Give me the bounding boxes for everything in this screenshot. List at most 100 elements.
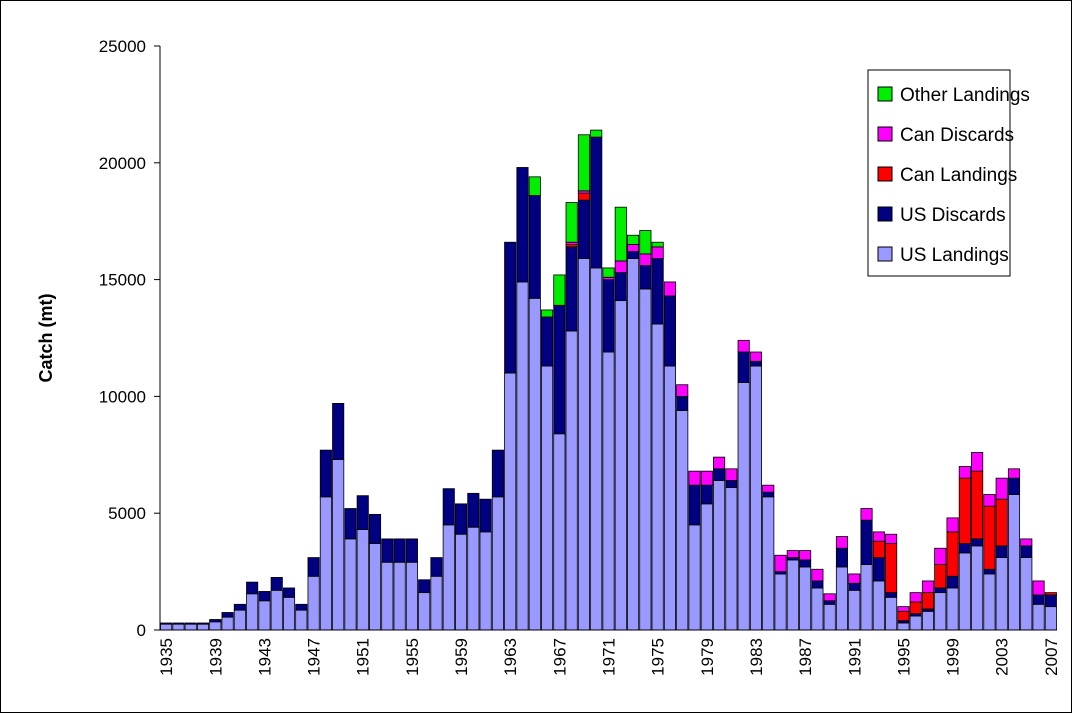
bar-segment xyxy=(958,552,971,631)
bar-segment xyxy=(221,612,234,618)
bar-segment xyxy=(270,577,283,591)
bar-segment xyxy=(221,616,234,631)
bar-segment xyxy=(418,592,431,631)
bar-segment xyxy=(455,503,468,535)
bar-segment xyxy=(676,384,689,397)
bar-segment xyxy=(737,351,750,383)
bar-segment xyxy=(995,477,1008,500)
bar-segment xyxy=(160,622,173,625)
bar-segment xyxy=(541,309,554,318)
bar-segment xyxy=(872,580,885,631)
bar-segment xyxy=(368,513,382,544)
legend-swatch xyxy=(877,246,893,262)
bar-segment xyxy=(639,230,652,255)
bar-segment xyxy=(246,593,259,631)
x-tick-label: 1963 xyxy=(501,638,520,676)
x-tick-label: 1991 xyxy=(845,638,864,676)
bar-segment xyxy=(565,202,578,243)
bar-segment xyxy=(811,587,824,631)
bar-segment xyxy=(405,561,418,631)
bar-segment xyxy=(393,561,406,631)
bar-segment xyxy=(491,449,504,498)
bar-segment xyxy=(590,267,603,631)
bar-segment xyxy=(455,533,468,631)
bar-segment xyxy=(528,297,541,631)
bar-segment xyxy=(319,496,332,631)
bar-segment xyxy=(516,167,529,283)
bar-segment xyxy=(983,505,996,570)
bar-segment xyxy=(700,503,713,631)
bar-segment xyxy=(786,550,799,558)
bar-segment xyxy=(860,519,873,565)
bar-segment xyxy=(1044,594,1057,608)
bar-segment xyxy=(258,591,271,602)
bar-segment xyxy=(602,267,615,278)
y-tick-label: 10000 xyxy=(99,387,146,406)
bar-segment xyxy=(995,545,1008,558)
bar-segment xyxy=(872,557,885,582)
bar-segment xyxy=(688,524,701,631)
bar-segment xyxy=(983,568,996,575)
bar-segment xyxy=(971,545,984,631)
legend-label: US Discards xyxy=(900,205,1006,226)
bar-segment xyxy=(344,538,357,631)
bar-segment xyxy=(995,498,1008,547)
bar-segment xyxy=(270,589,283,631)
bar-segment xyxy=(872,540,885,558)
bar-segment xyxy=(774,554,787,572)
bar-segment xyxy=(504,372,517,631)
bar-segment xyxy=(467,526,480,631)
bar-segment xyxy=(577,134,590,192)
bar-segment xyxy=(725,487,738,631)
bar-segment xyxy=(1020,557,1033,631)
bar-segment xyxy=(160,623,173,631)
bar-segment xyxy=(332,403,345,460)
bar-segment xyxy=(885,596,898,631)
bar-segment xyxy=(639,253,652,266)
x-tick-label: 1983 xyxy=(747,638,766,676)
bar-segment xyxy=(393,538,406,563)
y-tick-label: 0 xyxy=(137,621,146,640)
x-tick-label: 1951 xyxy=(354,638,373,676)
bar-segment xyxy=(762,491,775,498)
bar-segment xyxy=(946,575,959,589)
bar-segment xyxy=(946,587,959,631)
bar-segment xyxy=(909,592,922,603)
bar-segment xyxy=(651,241,664,248)
bar-segment xyxy=(1044,592,1057,596)
bar-segment xyxy=(516,281,529,631)
bar-segment xyxy=(921,610,935,631)
bar-segment xyxy=(1020,538,1033,547)
bar-segment xyxy=(934,587,947,594)
bar-segment xyxy=(246,581,259,595)
bar-segment xyxy=(799,566,812,631)
bar-segment xyxy=(479,531,492,631)
x-tick-label: 1999 xyxy=(944,638,963,676)
x-tick-label: 1975 xyxy=(649,638,668,676)
bar-segment xyxy=(602,279,615,353)
bar-segment xyxy=(651,246,664,259)
bar-segment xyxy=(172,623,185,631)
bar-segment xyxy=(565,330,578,631)
bar-segment xyxy=(651,258,664,325)
bar-segment xyxy=(860,564,873,631)
bar-segment xyxy=(885,543,898,594)
bar-segment xyxy=(430,557,443,577)
legend-label: Other Landings xyxy=(900,85,1030,106)
bar-segment xyxy=(921,580,935,594)
bar-segment xyxy=(209,619,222,623)
x-tick-label: 1967 xyxy=(550,638,569,676)
bar-segment xyxy=(823,600,836,605)
bar-segment xyxy=(368,543,382,631)
bar-segment xyxy=(307,575,320,631)
bar-segment xyxy=(700,470,713,486)
bar-segment xyxy=(1007,477,1021,495)
bar-segment xyxy=(725,480,738,488)
bar-segment xyxy=(946,517,959,533)
bar-segment xyxy=(332,459,345,631)
bar-segment xyxy=(491,496,504,631)
bar-segment xyxy=(786,559,799,631)
x-tick-label: 1995 xyxy=(894,638,913,676)
legend-swatch xyxy=(877,206,893,222)
